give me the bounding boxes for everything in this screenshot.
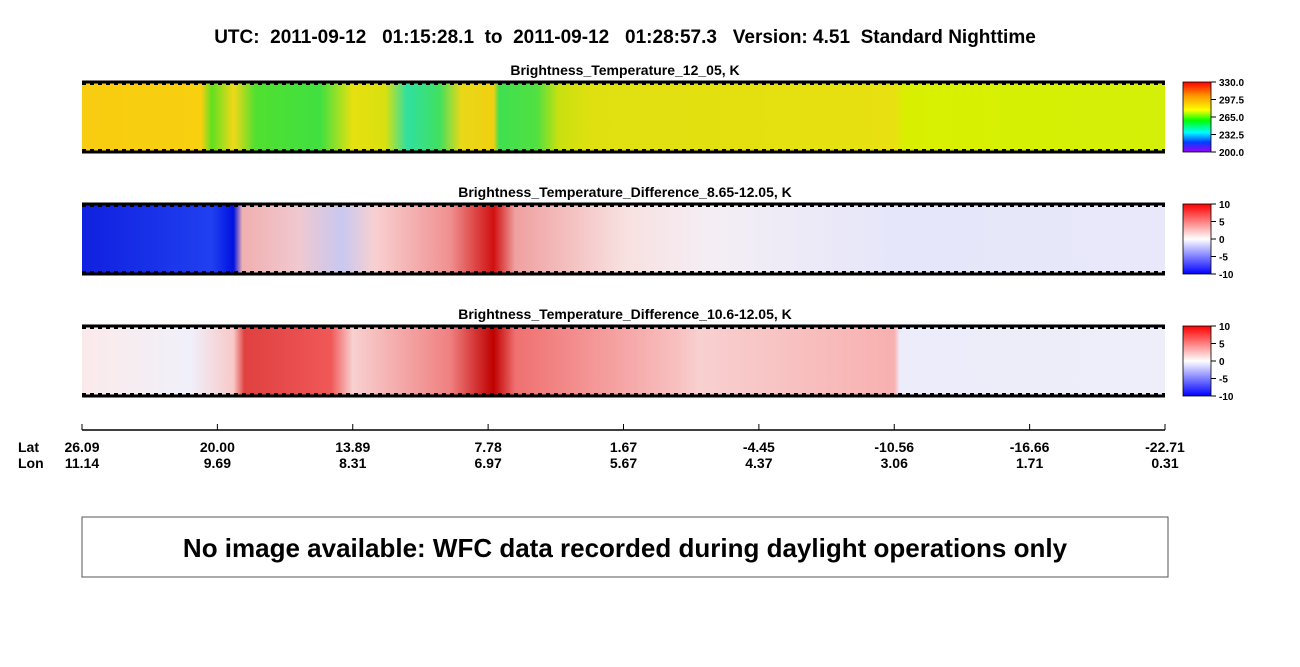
colorbar-tick-label: 5	[1219, 218, 1225, 229]
lon-tick-label: 5.67	[610, 455, 637, 471]
image-strip	[82, 204, 1165, 274]
colorbar-tick-label: 265.0	[1219, 113, 1244, 124]
colorbar-tick-label: 5	[1219, 340, 1225, 351]
lon-tick-label: 0.31	[1151, 455, 1178, 471]
panel-title: Brightness_Temperature_Difference_10.6-1…	[458, 306, 792, 322]
lat-tick-label: -16.66	[1010, 439, 1050, 455]
lat-label: Lat	[18, 439, 39, 455]
lat-tick-label: -22.71	[1145, 439, 1185, 455]
lon-tick-label: 3.06	[881, 455, 908, 471]
colorbar-tick-label: -5	[1219, 253, 1228, 264]
lon-tick-label: 1.71	[1016, 455, 1043, 471]
lat-tick-label: -4.45	[743, 439, 775, 455]
panels: Brightness_Temperature_12_05, K 330.0 297.…	[82, 62, 1244, 403]
panel-title: Brightness_Temperature_Difference_8.65-1…	[458, 184, 792, 200]
colorbar	[1182, 203, 1212, 275]
colorbar	[1182, 81, 1212, 153]
lat-tick-label: 1.67	[610, 439, 637, 455]
panel-title: Brightness_Temperature_12_05, K	[510, 62, 739, 78]
lat-tick-label: -10.56	[874, 439, 914, 455]
colorbar-tick-label: 297.5	[1219, 96, 1244, 107]
lat-tick-label: 13.89	[335, 439, 370, 455]
colorbar-tick-label: 330.0	[1219, 78, 1244, 89]
figure-title: UTC: 2011-09-12 01:15:28.1 to 2011-09-12…	[214, 27, 1036, 48]
colorbar-tick-label: 0	[1219, 357, 1225, 368]
lat-tick-label: 26.09	[64, 439, 99, 455]
lon-tick-label: 11.14	[65, 455, 99, 471]
lat-tick-label: 7.78	[475, 439, 502, 455]
lon-label: Lon	[18, 455, 44, 471]
message-box	[81, 516, 1169, 578]
lon-tick-label: 4.37	[745, 455, 772, 471]
colorbar-tick-label: 232.5	[1219, 131, 1244, 142]
lon-tick-label: 9.69	[204, 455, 231, 471]
colorbar-tick-label: -10	[1219, 270, 1234, 281]
colorbar-tick-label: -10	[1219, 392, 1234, 403]
image-strip	[82, 82, 1165, 152]
colorbar-tick-label: 0	[1219, 235, 1225, 246]
lon-tick-label: 6.97	[475, 455, 502, 471]
colorbar-tick-label: 10	[1219, 200, 1231, 211]
colorbar-tick-label: -5	[1219, 375, 1228, 386]
lat-tick-label: 20.00	[200, 439, 235, 455]
colorbar-tick-label: 10	[1219, 322, 1231, 333]
colorbar	[1182, 325, 1212, 397]
colorbar-tick-label: 200.0	[1219, 148, 1244, 159]
image-strip	[82, 326, 1165, 396]
lon-tick-label: 8.31	[339, 455, 366, 471]
message: No image available: WFC data recorded du…	[183, 533, 1068, 563]
